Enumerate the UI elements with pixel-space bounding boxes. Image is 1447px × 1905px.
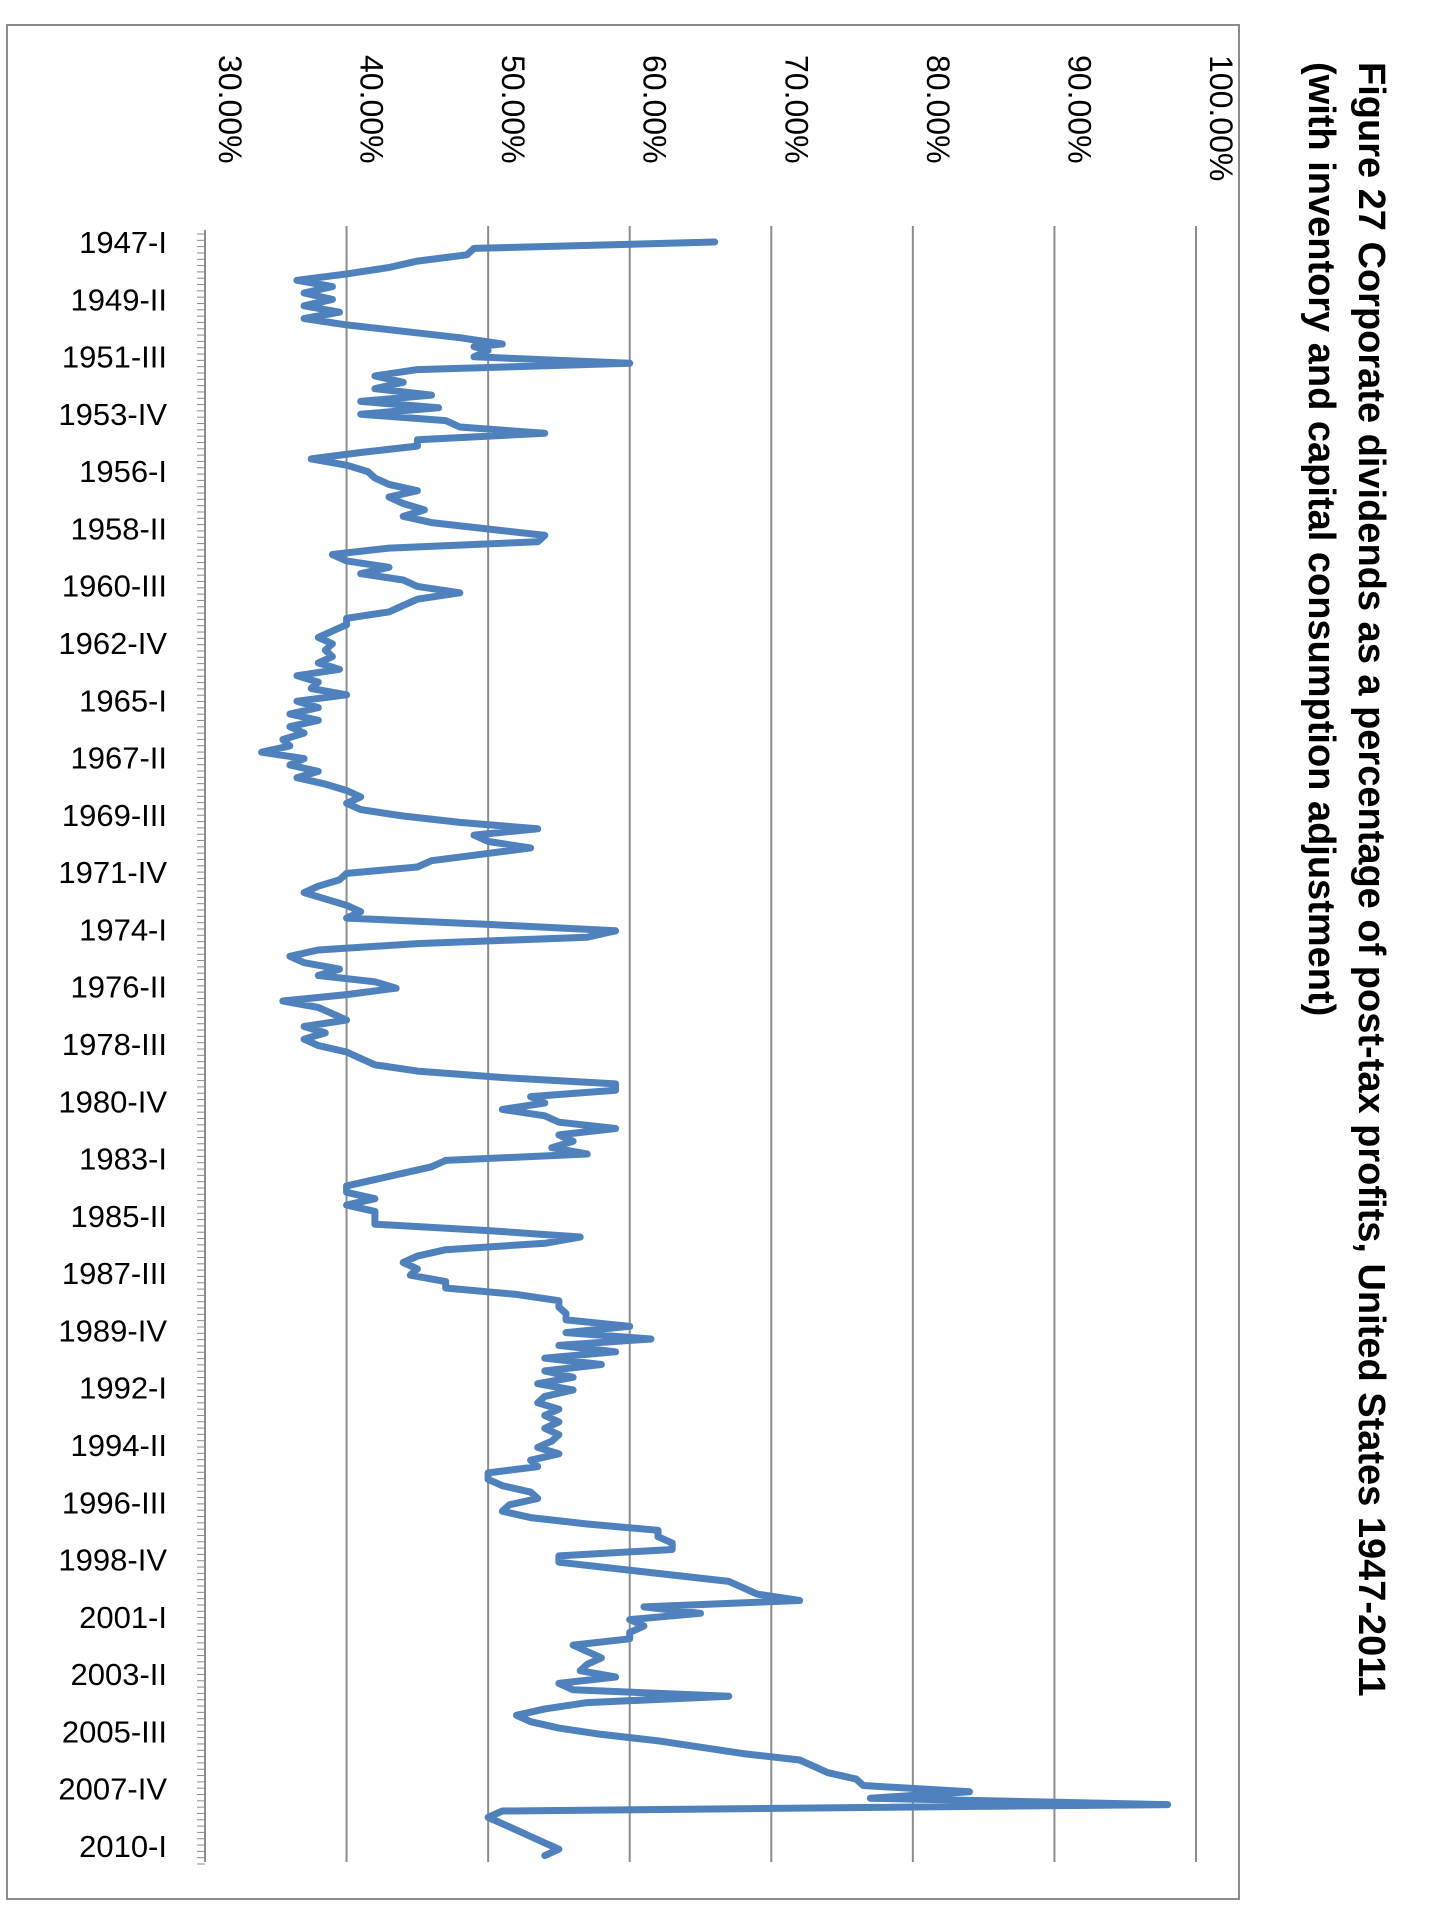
x-tick-label: 1949-II [70, 282, 167, 317]
x-tick-label: 1965-I [79, 683, 167, 718]
x-tick-label: 1960-III [62, 569, 167, 604]
x-tick-label: 1989-IV [58, 1313, 167, 1348]
x-tick-label: 1994-II [70, 1428, 167, 1463]
x-tick-label: 1998-IV [58, 1543, 167, 1578]
y-tick-label: 100.00% [1203, 55, 1239, 181]
x-tick-label: 1969-III [62, 798, 167, 833]
x-tick-label: 1947-I [79, 225, 167, 260]
x-tick-label: 1971-IV [58, 855, 167, 890]
x-tick-label: 1996-III [62, 1485, 167, 1520]
x-tick-label: 1967-II [70, 741, 167, 776]
x-tick-label: 1976-II [70, 970, 167, 1005]
y-tick-label: 40.00% [354, 55, 390, 164]
y-tick-label: 60.00% [637, 55, 673, 164]
x-tick-label: 1980-IV [58, 1084, 167, 1119]
x-tick-label: 2001-I [79, 1600, 167, 1635]
x-tick-label: 1956-I [79, 454, 167, 489]
x-tick-label: 1958-II [70, 511, 167, 546]
chart-frame [6, 24, 1240, 1900]
x-tick-label: 1983-I [79, 1142, 167, 1177]
y-tick-label: 30.00% [212, 55, 248, 164]
x-tick-label: 1974-I [79, 912, 167, 947]
x-tick-label: 1962-IV [58, 626, 167, 661]
y-tick-label: 80.00% [920, 55, 956, 164]
x-tick-label: 2010-I [79, 1829, 167, 1864]
x-tick-label: 1985-II [70, 1199, 167, 1234]
x-tick-label: 1978-III [62, 1027, 167, 1062]
y-tick-label: 70.00% [778, 55, 814, 164]
x-tick-label: 2005-III [62, 1714, 167, 1749]
x-tick-label: 2007-IV [58, 1772, 167, 1807]
x-tick-label: 2003-II [70, 1657, 167, 1692]
y-tick-label: 90.00% [1061, 55, 1097, 164]
x-tick-label: 1992-I [79, 1371, 167, 1406]
x-tick-label: 1987-III [62, 1256, 167, 1291]
series-line [258, 238, 1172, 1860]
y-tick-label: 50.00% [495, 55, 531, 164]
x-tick-label: 1951-III [62, 340, 167, 375]
x-tick-label: 1953-IV [58, 397, 167, 432]
